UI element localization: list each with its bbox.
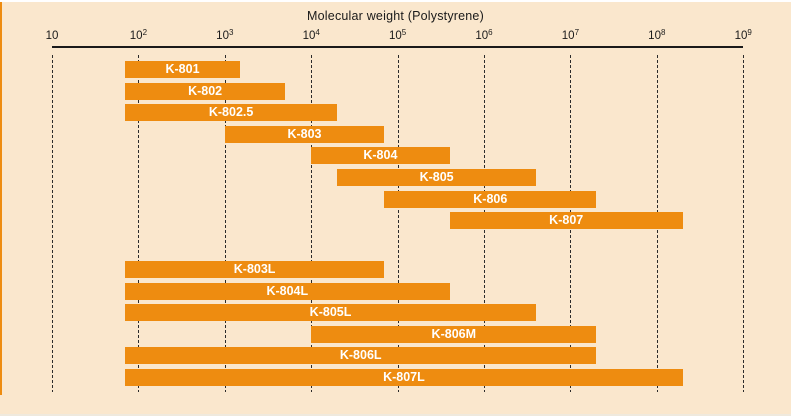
bar-k-803: K-803 — [224, 126, 385, 143]
bar-k-806m: K-806M — [311, 326, 597, 343]
axis-tick-label: 106 — [475, 28, 493, 43]
x-axis-line — [52, 46, 744, 48]
bar-k-806: K-806 — [384, 191, 597, 208]
top-edge-line — [0, 0, 791, 2]
bar-label: K-802 — [188, 84, 223, 98]
bar-label: K-802.5 — [208, 105, 254, 119]
bar-label: K-806M — [431, 327, 477, 341]
bar-k-807: K-807 — [449, 212, 683, 229]
gridline — [311, 55, 313, 392]
chart-title: Molecular weight (Polystyrene) — [307, 9, 484, 23]
gridline — [224, 55, 226, 392]
bar-label: K-807 — [549, 213, 584, 227]
axis-tick-label: 105 — [388, 28, 407, 43]
axis-tick-label: 108 — [648, 28, 666, 43]
left-accent-stripe — [0, 2, 2, 395]
gridline — [52, 55, 53, 392]
bar-k-802-5: K-802.5 — [125, 104, 338, 121]
bar-label: K-806 — [473, 192, 508, 206]
axis-tick-label: 103 — [216, 28, 234, 43]
axis-tick-label: 104 — [302, 28, 320, 43]
bar-label: K-807L — [383, 370, 425, 384]
bar-label: K-804 — [363, 148, 398, 162]
bar-k-806l: K-806L — [125, 347, 597, 364]
axis-tick-label: 10 — [45, 30, 59, 42]
bar-label: K-803 — [287, 127, 322, 141]
bar-k-805: K-805 — [337, 169, 536, 186]
bar-k-807l: K-807L — [125, 369, 683, 386]
bar-label: K-806L — [339, 348, 382, 362]
bar-k-805l: K-805L — [125, 304, 537, 321]
bar-label: K-801 — [165, 62, 200, 76]
gridline — [138, 55, 140, 392]
bar-k-801: K-801 — [125, 61, 240, 78]
axis-tick-label: 107 — [561, 28, 580, 43]
bar-k-802: K-802 — [125, 83, 286, 100]
bottom-edge-line — [0, 414, 791, 416]
bar-k-804: K-804 — [311, 147, 450, 164]
bar-k-804l: K-804L — [125, 283, 450, 300]
bar-k-803l: K-803L — [125, 261, 385, 278]
bar-label: K-805L — [309, 305, 352, 319]
gridline — [743, 55, 745, 392]
axis-tick-label: 102 — [129, 28, 148, 43]
bar-label: K-805 — [419, 170, 454, 184]
bar-label: K-803L — [233, 262, 276, 276]
axis-tick-label: 109 — [734, 28, 752, 43]
gridline — [397, 55, 399, 392]
bar-label: K-804L — [266, 284, 309, 298]
